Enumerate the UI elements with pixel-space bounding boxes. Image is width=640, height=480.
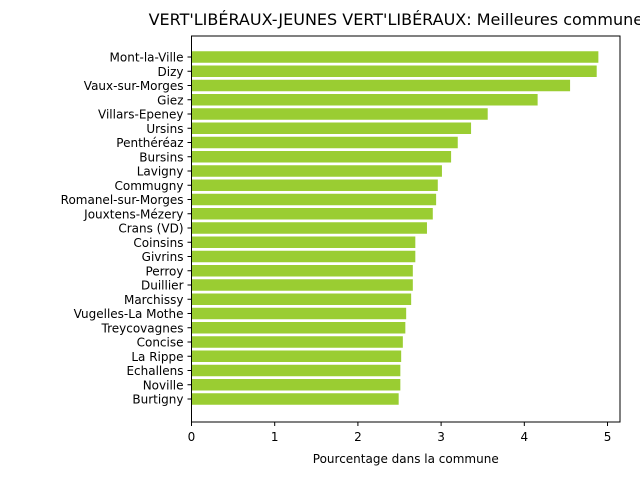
bars-group: [191, 51, 599, 405]
y-tick-label-22: Echallens: [126, 364, 183, 378]
y-tick-label-4: Villars-Epeney: [98, 108, 184, 122]
bar-1: [191, 65, 597, 77]
y-tick-label-2: Vaux-sur-Morges: [84, 79, 184, 93]
y-tick-label-19: Treycovagnes: [101, 321, 184, 335]
y-tick-label-16: Duillier: [141, 279, 184, 293]
bar-21: [191, 350, 402, 362]
y-tick-label-9: Commugny: [114, 179, 183, 193]
bar-14: [191, 250, 416, 263]
x-tick-label-1: 1: [271, 430, 279, 444]
x-axis-label: Pourcentage dans la commune: [313, 452, 499, 466]
bar-16: [191, 279, 413, 291]
chart-title: VERT'LIBÉRAUX-JEUNES VERT'LIBÉRAUX: Meil…: [149, 10, 640, 29]
bar-9: [191, 179, 438, 191]
y-tick-label-0: Mont-la-Ville: [110, 51, 184, 65]
bar-11: [191, 208, 433, 220]
bar-8: [191, 165, 442, 177]
bar-19: [191, 322, 406, 334]
y-tick-label-3: Giez: [157, 93, 183, 107]
y-tick-label-10: Romanel-sur-Morges: [61, 193, 184, 207]
y-tick-label-1: Dizy: [158, 65, 184, 79]
bar-12: [191, 222, 427, 234]
x-ticks: 0 1 2 3 4 5: [188, 422, 612, 444]
bar-6: [191, 136, 458, 149]
y-tick-label-23: Noville: [143, 378, 184, 392]
y-tick-label-13: Coinsins: [133, 236, 183, 250]
bar-5: [191, 122, 472, 134]
y-tick-label-11: Jouxtens-Mézery: [83, 207, 183, 221]
x-tick-label-5: 5: [604, 430, 612, 444]
bar-3: [191, 94, 538, 106]
y-tick-label-24: Burtigny: [132, 393, 183, 407]
bar-13: [191, 236, 416, 248]
bar-24: [191, 393, 399, 405]
y-tick-label-20: Concise: [137, 336, 184, 350]
bar-20: [191, 336, 403, 348]
y-tick-label-15: Perroy: [145, 264, 183, 278]
bar-18: [191, 307, 407, 320]
bar-17: [191, 293, 412, 305]
y-tick-label-8: Lavigny: [137, 165, 184, 179]
bar-10: [191, 193, 437, 206]
y-tick-label-14: Givrins: [142, 250, 184, 264]
bar-23: [191, 379, 401, 391]
x-tick-label-0: 0: [188, 430, 196, 444]
y-tick-labels: Mont-la-VilleDizyVaux-sur-MorgesGiezVill…: [61, 51, 192, 407]
bar-4: [191, 108, 488, 120]
bar-0: [191, 51, 599, 63]
y-tick-label-17: Marchissy: [124, 293, 184, 307]
x-tick-label-4: 4: [520, 430, 528, 444]
y-tick-label-21: La Rippe: [131, 350, 183, 364]
y-tick-label-6: Penthéréaz: [116, 136, 183, 150]
x-tick-label-2: 2: [354, 430, 362, 444]
x-tick-label-3: 3: [437, 430, 445, 444]
bar-15: [191, 265, 413, 277]
y-tick-label-12: Crans (VD): [118, 222, 183, 236]
bar-2: [191, 79, 571, 92]
bar-22: [191, 364, 401, 377]
bar-7: [191, 151, 452, 163]
y-tick-label-7: Bursins: [139, 150, 183, 164]
plot-frame: [191, 35, 621, 423]
y-tick-label-5: Ursins: [146, 122, 183, 136]
y-tick-label-18: Vugelles-La Mothe: [74, 307, 184, 321]
